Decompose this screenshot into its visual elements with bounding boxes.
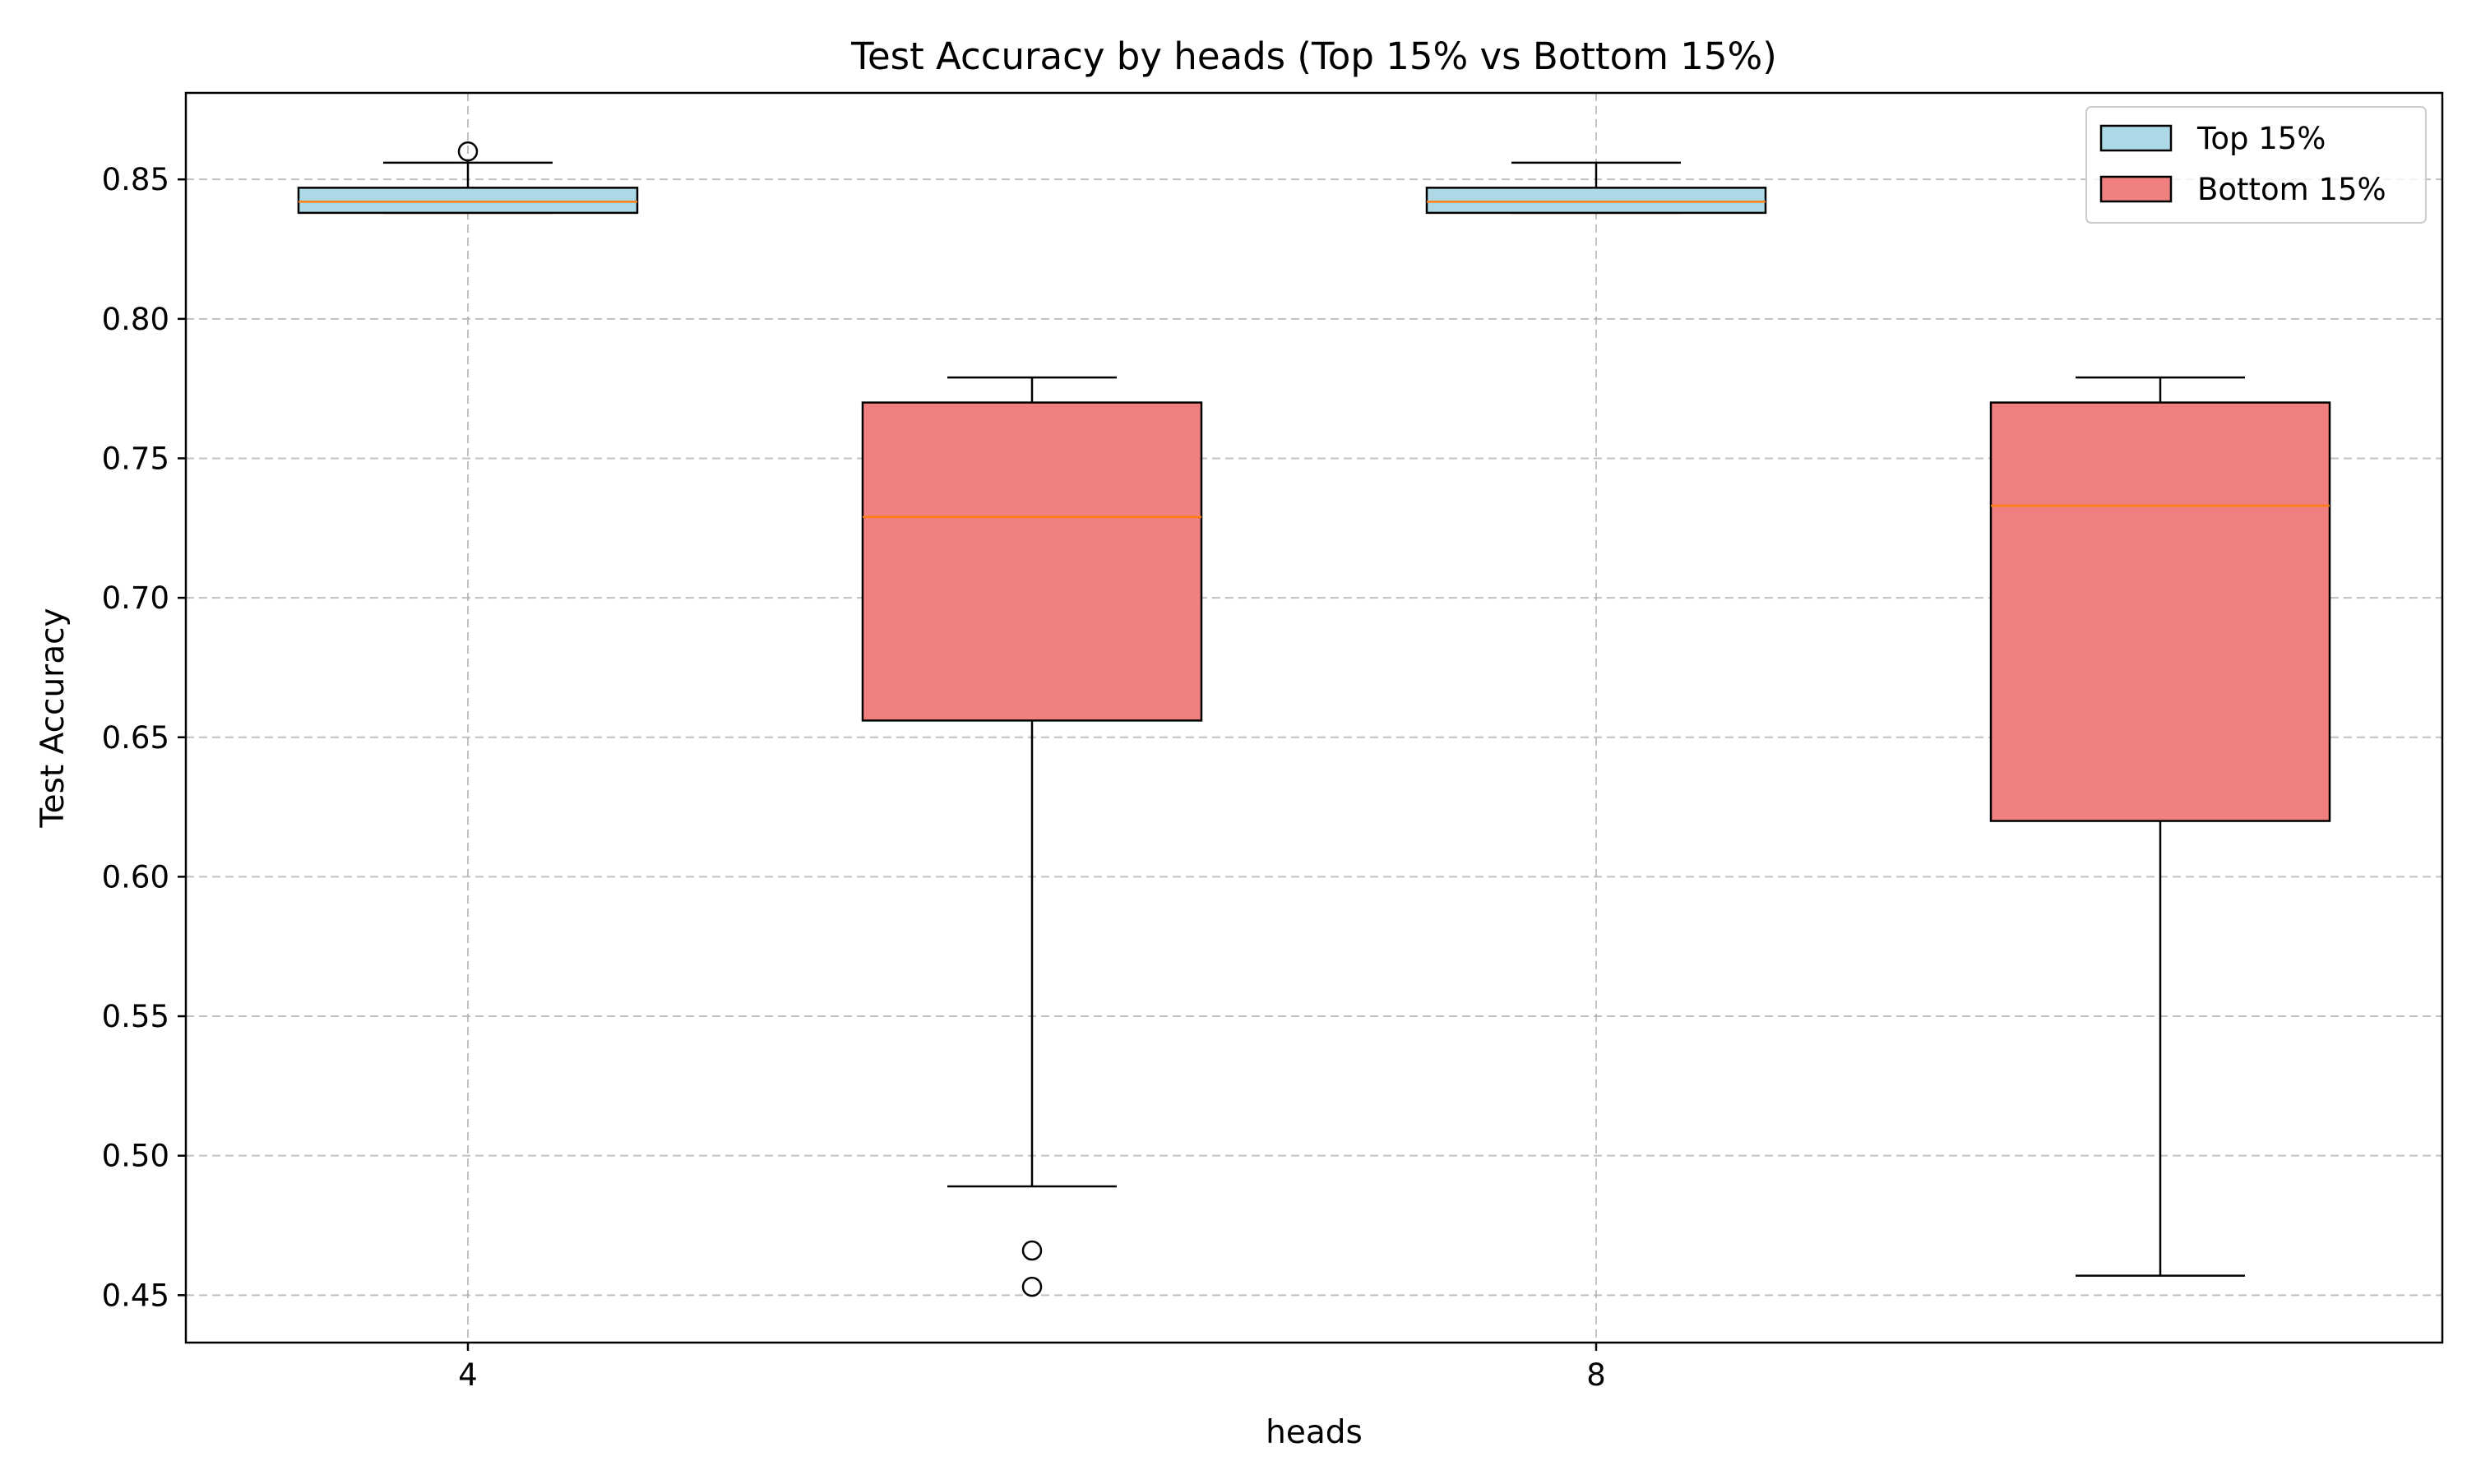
legend: Top 15% Bottom 15% (2085, 106, 2427, 224)
outlier-point (457, 141, 479, 162)
y-tick-label: 0.60 (102, 859, 169, 895)
x-axis-label: heads (1266, 1414, 1363, 1451)
box-top-heads-8 (1425, 187, 1767, 215)
y-axis-label: Test Accuracy (35, 608, 72, 828)
y-tick-label: 0.65 (102, 720, 169, 756)
y-tick-label: 0.45 (102, 1278, 169, 1313)
y-tick-label: 0.80 (102, 302, 169, 337)
box-bottom-heads-4 (861, 401, 1203, 722)
box-layer (297, 141, 2331, 1297)
y-tick-label: 0.85 (102, 162, 169, 197)
y-tick-label: 0.70 (102, 580, 169, 616)
legend-swatch-top (2099, 124, 2173, 152)
outlier-point (1021, 1240, 1043, 1261)
plot-frame (184, 91, 2444, 1344)
y-tick-label: 0.75 (102, 441, 169, 476)
grid-layer (186, 93, 2442, 1343)
x-tick-label: 8 (1586, 1357, 1606, 1393)
box-bottom-heads-8 (1989, 401, 2331, 822)
legend-label-top: Top 15% (2196, 121, 2326, 156)
y-tick-label: 0.50 (102, 1139, 169, 1174)
x-tick-label: 4 (458, 1357, 478, 1393)
tick-layer: 0.45 0.50 0.55 0.60 0.65 0.70 0.75 0.80 0.85 4 8 (102, 162, 1606, 1393)
y-tick-label: 0.55 (102, 999, 169, 1034)
legend-label-bottom: Bottom 15% (2197, 172, 2386, 207)
box-top-heads-4 (297, 187, 639, 215)
legend-swatch-bottom (2099, 175, 2173, 203)
outlier-point (1021, 1276, 1043, 1297)
chart-title: Test Accuracy by heads (Top 15% vs Botto… (850, 35, 1777, 78)
